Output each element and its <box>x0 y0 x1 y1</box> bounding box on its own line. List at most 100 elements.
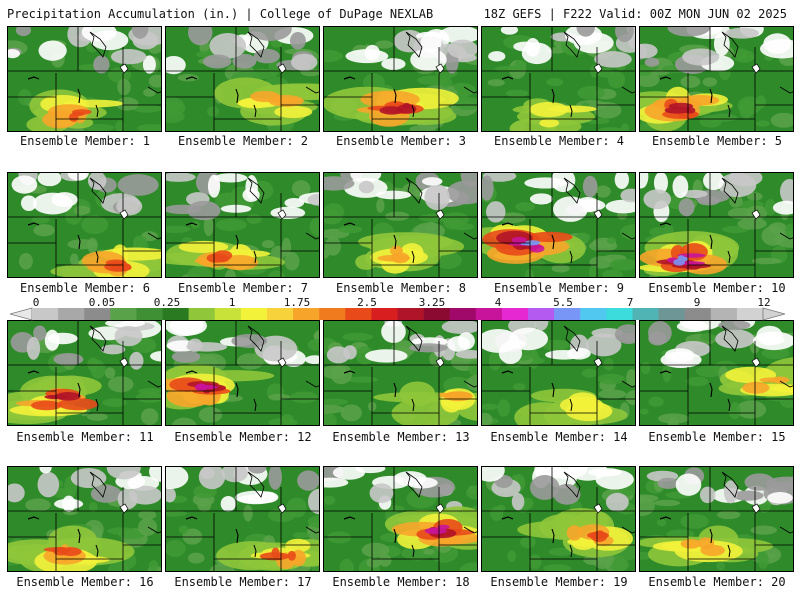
ensemble-member-label: Ensemble Member: 19 <box>490 575 628 589</box>
ensemble-member-map <box>7 26 162 132</box>
ensemble-member-label: Ensemble Member: 5 <box>651 134 783 148</box>
colorbar-swatch <box>136 308 163 320</box>
colorbar-tick-label: 9 <box>693 296 701 309</box>
ensemble-member-label: Ensemble Member: 11 <box>16 430 154 444</box>
colorbar-swatch <box>397 308 424 320</box>
ensemble-member-label: Ensemble Member: 9 <box>493 281 625 295</box>
colorbar-swatch <box>475 308 503 320</box>
colorbar-swatch <box>684 308 712 320</box>
ensemble-member-label: Ensemble Member: 1 <box>19 134 151 148</box>
ensemble-member-map <box>639 466 794 572</box>
ensemble-member-label: Ensemble Member: 12 <box>174 430 312 444</box>
ensemble-member-label: Ensemble Member: 16 <box>16 575 154 589</box>
ensemble-member-label: Ensemble Member: 18 <box>332 575 470 589</box>
ensemble-member-map <box>639 320 794 426</box>
precipitation-map <box>8 173 161 277</box>
colorbar-tick-label: 2.5 <box>357 296 377 309</box>
colorbar-swatch <box>266 308 294 320</box>
colorbar-swatch <box>710 308 738 320</box>
precipitation-map <box>166 321 319 425</box>
color-scale-bar <box>10 307 785 321</box>
colorbar-swatch <box>371 308 398 320</box>
ensemble-member-map <box>639 26 794 132</box>
ensemble-member-map <box>481 26 636 132</box>
ensemble-member-label: Ensemble Member: 20 <box>648 575 786 589</box>
precipitation-map <box>166 27 319 131</box>
colorbar-tick-label: 0.05 <box>88 296 116 309</box>
ensemble-member-label: Ensemble Member: 4 <box>493 134 625 148</box>
precipitation-map <box>8 467 161 571</box>
precipitation-map <box>324 27 477 131</box>
colorbar-swatch <box>240 308 268 320</box>
ensemble-member-label: Ensemble Member: 13 <box>332 430 470 444</box>
precipitation-map <box>324 321 477 425</box>
colorbar-swatch <box>319 308 346 320</box>
colorbar-swatch <box>188 308 216 320</box>
colorbar-swatch <box>345 308 372 320</box>
ensemble-member-label: Ensemble Member: 17 <box>174 575 312 589</box>
colorbar-swatch <box>162 308 189 320</box>
colorbar-swatch <box>528 308 555 320</box>
colorbar-left-arrow <box>10 307 33 321</box>
ensemble-member-map <box>7 466 162 572</box>
colorbar-swatch <box>449 308 477 320</box>
colorbar-tick-label: 7 <box>626 296 634 309</box>
colorbar-swatch <box>736 308 764 320</box>
colorbar-swatch <box>84 308 111 320</box>
ensemble-member-map <box>165 26 320 132</box>
colorbar-swatch <box>110 308 137 320</box>
precipitation-map <box>166 173 319 277</box>
ensemble-member-label: Ensemble Member: 8 <box>335 281 467 295</box>
precipitation-map <box>482 27 635 131</box>
precipitation-map <box>8 321 161 425</box>
colorbar-tick-label: 1 <box>228 296 236 309</box>
colorbar-swatch <box>658 308 685 320</box>
colorbar-right-arrow <box>762 307 785 321</box>
colorbar-swatch <box>58 308 85 320</box>
colorbar-tick-label: 12 <box>757 296 771 309</box>
colorbar-swatch <box>293 308 320 320</box>
precipitation-map <box>640 173 793 277</box>
ensemble-member-label: Ensemble Member: 14 <box>490 430 628 444</box>
colorbar-swatch <box>32 308 59 320</box>
ensemble-member-map <box>323 172 478 278</box>
ensemble-member-map <box>481 466 636 572</box>
precipitation-map <box>166 467 319 571</box>
header: Precipitation Accumulation (in.) | Colle… <box>0 0 800 26</box>
colorbar-tick-label: 0.25 <box>153 296 181 309</box>
colorbar-swatch <box>554 308 581 320</box>
ensemble-member-map <box>165 466 320 572</box>
precipitation-map <box>482 321 635 425</box>
colorbar-tick-label: 1.75 <box>283 296 311 309</box>
colorbar-swatch <box>423 308 451 320</box>
ensemble-member-map <box>481 172 636 278</box>
ensemble-member-map <box>7 172 162 278</box>
ensemble-member-map <box>639 172 794 278</box>
precipitation-map <box>640 467 793 571</box>
ensemble-member-map <box>323 26 478 132</box>
ensemble-member-map <box>323 466 478 572</box>
colorbar-swatch <box>214 308 242 320</box>
colorbar-tick-label: 3.25 <box>418 296 446 309</box>
ensemble-member-map <box>7 320 162 426</box>
precipitation-map <box>324 173 477 277</box>
ensemble-member-label: Ensemble Member: 2 <box>177 134 309 148</box>
ensemble-member-label: Ensemble Member: 6 <box>19 281 151 295</box>
colorbar-swatch <box>501 308 529 320</box>
model-run-info: 18Z GEFS | F222 Valid: 00Z MON JUN 02 20… <box>483 7 787 21</box>
ensemble-member-label: Ensemble Member: 15 <box>648 430 786 444</box>
colorbar-swatch <box>632 308 659 320</box>
ensemble-member-label: Ensemble Member: 3 <box>335 134 467 148</box>
precipitation-map <box>640 321 793 425</box>
ensemble-member-map <box>481 320 636 426</box>
page-title: Precipitation Accumulation (in.) | Colle… <box>7 7 434 21</box>
colorbar-tick-label: 0 <box>32 296 40 309</box>
precipitation-map <box>640 27 793 131</box>
precipitation-map <box>324 467 477 571</box>
ensemble-member-map <box>323 320 478 426</box>
ensemble-member-map <box>165 320 320 426</box>
ensemble-member-map <box>165 172 320 278</box>
colorbar-swatch <box>580 308 607 320</box>
precipitation-map <box>482 467 635 571</box>
precipitation-map <box>8 27 161 131</box>
